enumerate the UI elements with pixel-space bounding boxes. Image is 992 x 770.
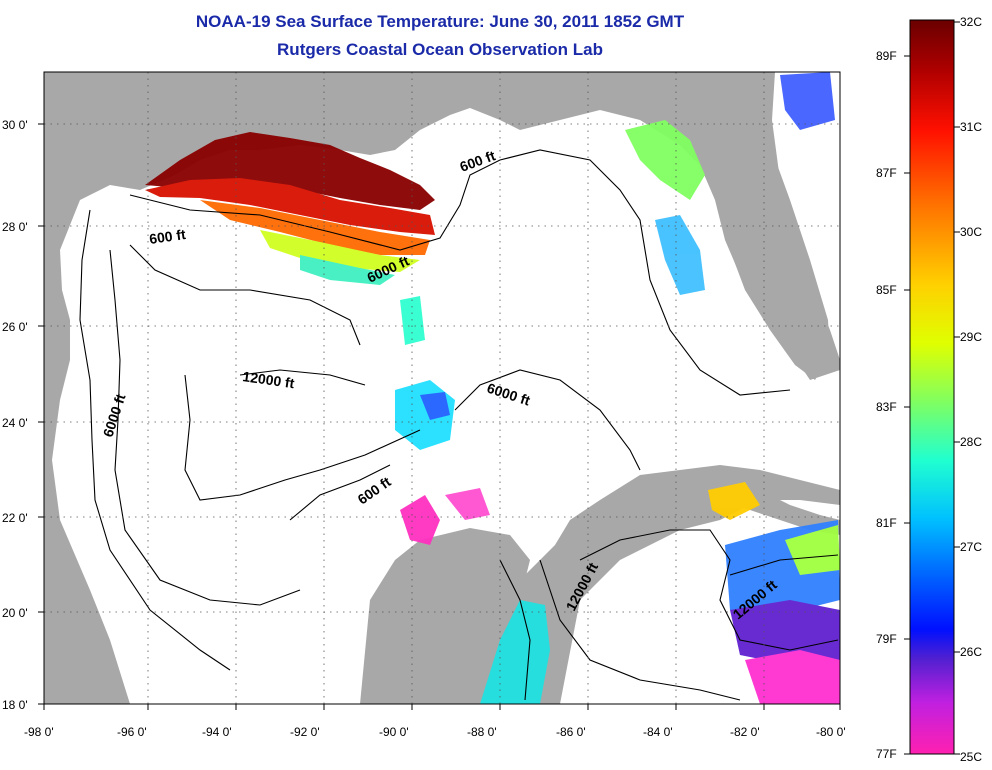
lon-tick-label: -96 0' (117, 725, 147, 739)
lon-tick-label: -88 0' (467, 725, 497, 739)
sst-patches (145, 72, 840, 704)
map-subtitle: Rutgers Coastal Ocean Observation Lab (277, 40, 603, 59)
lon-tick-label: -90 0' (379, 725, 409, 739)
fahrenheit-label: 77F (876, 747, 897, 761)
map-frame (43, 71, 841, 705)
lon-tick-label: -98 0' (24, 725, 54, 739)
celsius-label: 29C (960, 330, 982, 344)
celsius-label: 27C (960, 540, 982, 554)
lat-tick-label: 28 0' (2, 220, 28, 234)
fahrenheit-label: 83F (876, 400, 897, 414)
celsius-label: 30C (960, 225, 982, 239)
florida-peninsula (700, 145, 830, 380)
colorbar-gradient (909, 19, 955, 755)
lon-tick-label: -80 0' (816, 725, 846, 739)
celsius-label: 28C (960, 435, 982, 449)
fahrenheit-label: 89F (876, 49, 897, 63)
lat-tick-label: 26 0' (2, 320, 28, 334)
depth-contours (79, 149, 839, 701)
lat-tick-label: 24 0' (2, 416, 28, 430)
graticule (44, 72, 840, 704)
fahrenheit-label: 79F (876, 632, 897, 646)
lat-tick-label: 20 0' (2, 606, 28, 620)
fahrenheit-label: 85F (876, 283, 897, 297)
lat-tick-label: 22 0' (2, 511, 28, 525)
lon-tick-label: -82 0' (730, 725, 760, 739)
celsius-label: 26C (960, 645, 982, 659)
yucatan-peninsula (360, 528, 530, 704)
colorbar: 32C 31C 30C 29C 28C 27C 26C 25C 89F 87F … (876, 15, 982, 764)
lon-tick-label: -86 0' (556, 725, 586, 739)
axis-ticks (38, 123, 841, 710)
contour-label: 600 ft (148, 226, 187, 247)
lon-tick-label: -92 0' (290, 725, 320, 739)
celsius-label: 25C (960, 750, 982, 764)
fahrenheit-label: 81F (876, 516, 897, 530)
atlantic-ocean (772, 72, 840, 360)
lat-tick-label: 18 0' (2, 698, 28, 712)
celsius-label: 32C (960, 15, 982, 29)
map-title: NOAA-19 Sea Surface Temperature: June 30… (195, 12, 685, 31)
contour-label: 12000 ft (242, 368, 296, 391)
lat-tick-label: 30 0' (2, 118, 28, 132)
celsius-label: 31C (960, 120, 982, 134)
fahrenheit-label: 87F (876, 166, 897, 180)
lon-tick-label: -84 0' (643, 725, 673, 739)
longitude-labels: -98 0' -96 0' -94 0' -92 0' -90 0' -88 0… (24, 725, 846, 739)
lon-tick-label: -94 0' (202, 725, 232, 739)
latitude-labels: 18 0' 20 0' 22 0' 24 0' 26 0' 28 0' 30 0… (2, 118, 28, 712)
